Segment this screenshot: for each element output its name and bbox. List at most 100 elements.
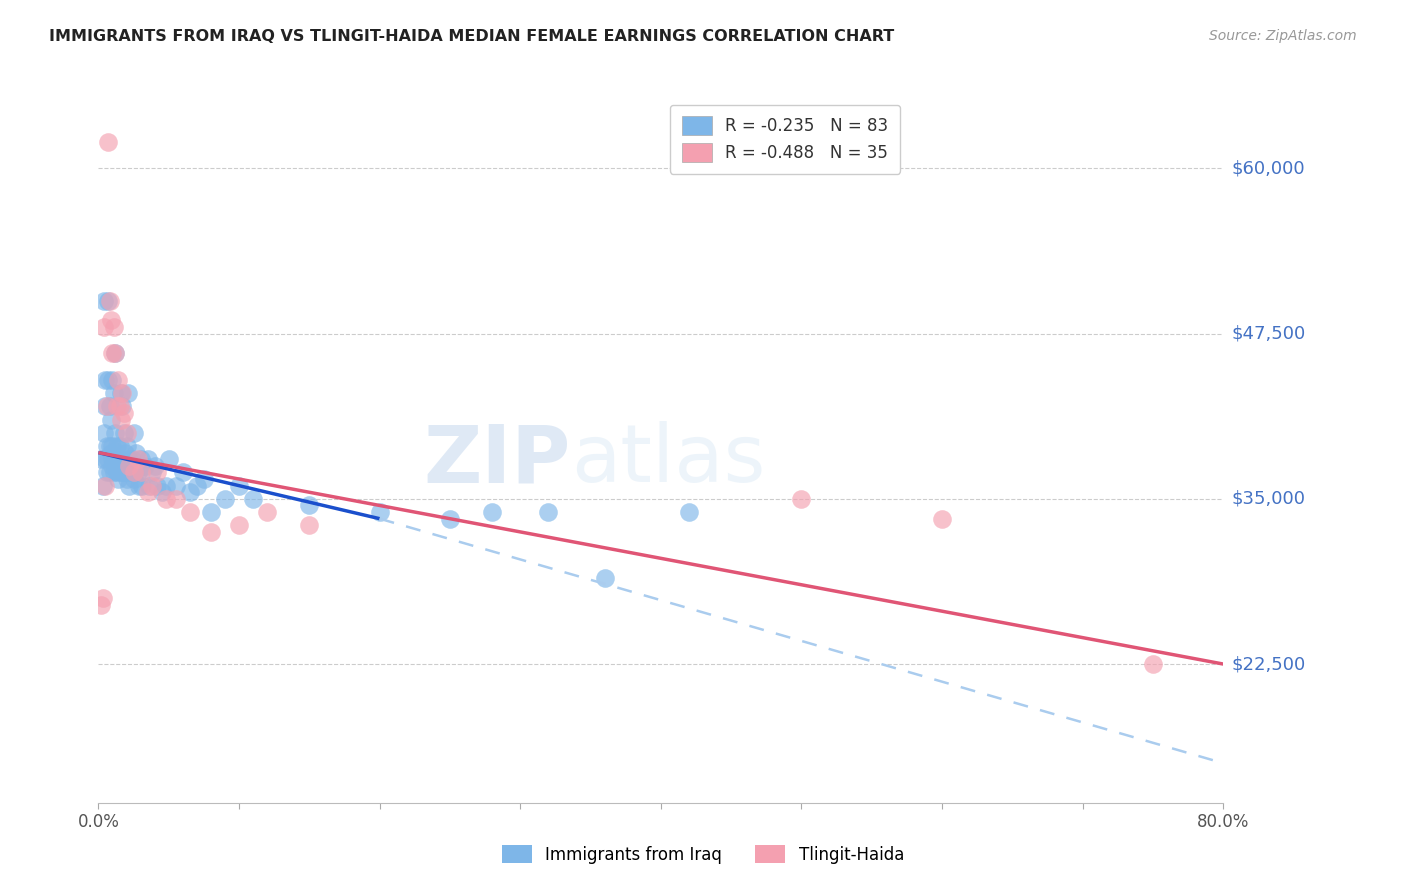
Point [136, 452, 159, 467]
Point [112, 466, 135, 480]
Point [101, 373, 124, 387]
Point [94, 478, 117, 492]
Point [118, 452, 141, 467]
Point [96, 400, 118, 414]
Point [678, 505, 700, 519]
Point [107, 373, 129, 387]
Legend: Immigrants from Iraq, Tlingit-Haida: Immigrants from Iraq, Tlingit-Haida [495, 838, 911, 871]
Point [115, 472, 138, 486]
Point [1142, 657, 1164, 671]
Point [108, 458, 131, 473]
Point [103, 320, 125, 334]
Text: Source: ZipAtlas.com: Source: ZipAtlas.com [1209, 29, 1357, 43]
Point [108, 400, 131, 414]
Point [105, 439, 128, 453]
Point [141, 466, 163, 480]
Point [118, 478, 141, 492]
Point [97, 373, 120, 387]
Point [127, 466, 149, 480]
Point [98, 466, 121, 480]
Point [128, 478, 150, 492]
Point [101, 458, 124, 473]
Point [93, 425, 115, 440]
Point [110, 386, 132, 401]
Point [150, 485, 173, 500]
Point [157, 452, 180, 467]
Text: ZIP: ZIP [423, 421, 571, 500]
Point [931, 511, 953, 525]
Point [200, 524, 222, 539]
Point [104, 346, 127, 360]
Point [121, 452, 143, 467]
Point [298, 499, 321, 513]
Point [90, 452, 112, 467]
Point [103, 386, 125, 401]
Point [228, 478, 250, 492]
Point [256, 505, 278, 519]
Point [97, 452, 120, 467]
Point [91, 478, 114, 492]
Point [93, 293, 115, 308]
Point [114, 466, 136, 480]
Point [105, 466, 128, 480]
Point [790, 491, 813, 506]
Point [98, 439, 121, 453]
Point [110, 452, 132, 467]
Point [368, 505, 391, 519]
Point [115, 425, 138, 440]
Point [111, 466, 134, 480]
Point [90, 598, 112, 612]
Point [127, 452, 149, 467]
Point [122, 472, 145, 486]
Point [112, 425, 135, 440]
Point [117, 386, 139, 401]
Point [129, 466, 152, 480]
Legend: R = -0.235   N = 83, R = -0.488   N = 35: R = -0.235 N = 83, R = -0.488 N = 35 [671, 104, 900, 174]
Point [98, 293, 121, 308]
Point [94, 452, 117, 467]
Point [228, 518, 250, 533]
Point [242, 491, 264, 506]
Point [481, 505, 503, 519]
Point [112, 406, 135, 420]
Text: $22,500: $22,500 [1232, 655, 1306, 673]
Point [118, 458, 141, 473]
Point [111, 386, 134, 401]
Text: IMMIGRANTS FROM IRAQ VS TLINGIT-HAIDA MEDIAN FEMALE EARNINGS CORRELATION CHART: IMMIGRANTS FROM IRAQ VS TLINGIT-HAIDA ME… [49, 29, 894, 44]
Text: atlas: atlas [571, 421, 765, 500]
Point [200, 505, 222, 519]
Point [104, 346, 127, 360]
Point [100, 445, 122, 459]
Point [91, 591, 114, 605]
Point [186, 478, 208, 492]
Point [110, 466, 132, 480]
Point [94, 400, 117, 414]
Point [97, 293, 120, 308]
Point [96, 439, 118, 453]
Point [155, 491, 177, 506]
Point [104, 425, 127, 440]
Point [143, 458, 166, 473]
Point [214, 491, 236, 506]
Text: $35,000: $35,000 [1232, 490, 1306, 508]
Point [101, 452, 124, 467]
Point [146, 478, 169, 492]
Point [141, 478, 163, 492]
Point [103, 466, 125, 480]
Point [138, 478, 160, 492]
Point [115, 439, 138, 453]
Point [101, 346, 124, 360]
Point [172, 466, 194, 480]
Point [105, 400, 128, 414]
Point [120, 466, 142, 480]
Point [114, 445, 136, 459]
Point [100, 412, 122, 426]
Point [124, 466, 146, 480]
Point [104, 452, 127, 467]
Point [101, 439, 124, 453]
Point [125, 445, 148, 459]
Text: $60,000: $60,000 [1232, 160, 1305, 178]
Point [165, 478, 187, 492]
Point [96, 466, 118, 480]
Point [179, 505, 201, 519]
